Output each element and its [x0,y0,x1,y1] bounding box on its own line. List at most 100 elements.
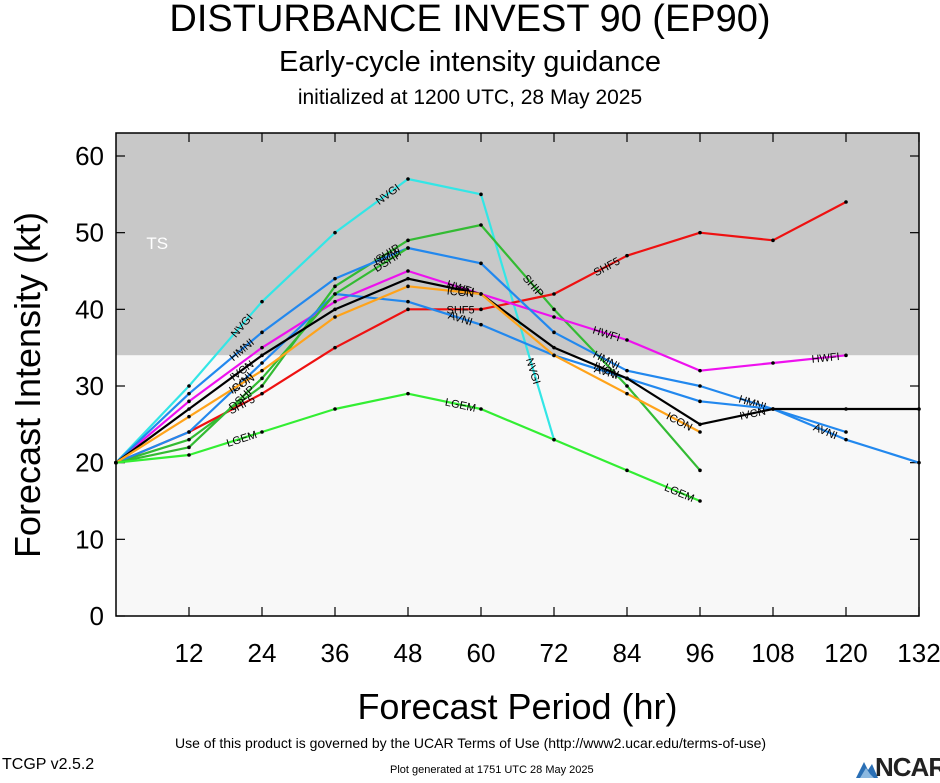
x-tick-label: 24 [248,638,277,668]
data-point-lgem [333,407,337,411]
x-tick-label: 84 [613,638,642,668]
data-point-avni [698,399,702,404]
data-point-icon [479,292,483,296]
band-label-ts: TS [146,234,168,253]
data-point-nvgi [260,299,264,304]
intensity-band-1 [116,355,919,616]
data-point-shf5 [625,253,629,258]
chart-title: DISTURBANCE INVEST 90 (EP90) [169,0,771,40]
ncar-logo-icon [856,762,878,778]
data-point-hwfi [844,353,848,358]
data-point-icon [552,353,556,358]
version-label: TCGP v2.5.2 [2,756,95,773]
data-point-shf5 [698,230,702,235]
data-point-lgem [406,391,410,396]
data-point-shf5 [406,307,410,312]
x-tick-label: 120 [824,638,867,668]
terms-of-use-link[interactable]: Use of this product is governed by the U… [175,735,767,751]
data-point-dshp [333,292,337,296]
series-label-hwfi: HWFI [811,351,840,366]
data-point-ivcn [187,407,191,411]
data-point-nvgi [479,192,483,197]
x-tick-label: 72 [540,638,569,668]
y-axis-label: Forecast Intensity (kt) [7,211,48,559]
y-tick-label: 20 [75,448,104,478]
data-point-ivcn [406,276,410,281]
data-point-lgem [187,453,191,457]
data-point-avni [917,460,921,465]
data-point-icon [260,368,264,373]
data-point-lgem [698,499,702,503]
y-tick-label: 50 [75,218,104,248]
data-point-ivcn [917,407,921,411]
data-point-icon [187,414,191,419]
data-point-hmni [625,368,629,373]
data-point-ship [406,238,410,243]
data-point-shf5 [552,292,556,296]
data-point-lgem [479,407,483,411]
x-tick-label: 96 [686,638,715,668]
plot-frame [115,132,920,617]
data-point-hmni [260,330,264,335]
data-point-lgem [260,430,264,434]
data-point-lgem [625,468,629,473]
data-point-hwfi [260,345,264,350]
data-point-ivcn [771,407,775,411]
data-point-ship [625,384,629,388]
data-point-hmni [552,330,556,335]
x-axis-label: Forecast Period (hr) [357,686,678,727]
data-point-ship [333,284,337,289]
data-point-dshp [406,246,410,250]
data-point-shf5 [479,307,483,312]
data-point-nvgi [333,230,337,235]
data-point-avni [260,361,264,365]
chart-subtitle: Early-cycle intensity guidance [278,46,661,78]
data-point-lgem [552,437,556,442]
data-point-hwfi [771,361,775,365]
data-point-ship [187,437,191,442]
series-label-ivcn: IVCN [446,282,474,299]
data-point-hwfi [698,368,702,373]
data-point-shf5 [844,200,848,204]
data-point-avni [479,322,483,327]
data-point-hwfi [187,399,191,404]
data-point-hmni [187,391,191,396]
data-point-hwfi [552,315,556,319]
data-point-hmni [479,261,483,266]
data-point-ivcn [844,407,848,411]
data-point-hwfi [406,269,410,273]
series-line-avni [115,292,920,464]
y-tick-label: 60 [75,141,104,171]
data-point-hwfi [625,338,629,342]
data-point-avni [187,430,191,434]
series-label-shf5: SHF5 [446,304,474,316]
y-tick-label: 40 [75,294,104,324]
data-point-ivcn [260,353,264,358]
data-point-hmni [698,384,702,388]
data-point-shf5 [260,391,264,396]
data-point-ship [552,307,556,312]
x-tick-label: 60 [467,638,496,668]
data-point-shf5 [333,345,337,350]
data-point-avni [844,437,848,442]
x-tick-label: 36 [321,638,350,668]
data-point-avni [406,299,410,304]
data-point-dshp [187,445,191,450]
data-point-ship [479,223,483,227]
y-tick-label: 0 [90,601,104,631]
data-point-icon [698,430,702,434]
ncar-logo-text: NCAR [875,752,940,782]
data-point-nvgi [187,384,191,388]
series-line-ivcn [115,277,919,464]
x-tick-label: 132 [897,638,940,668]
data-point-icon [333,315,337,319]
series-label-ivcn: IVCN [739,406,767,423]
data-point-lgem [114,460,118,465]
data-point-ivcn [333,307,337,312]
y-tick-label: 10 [75,524,104,554]
data-point-dshp [260,376,264,381]
data-point-hmni [844,430,848,434]
data-point-icon [625,391,629,396]
